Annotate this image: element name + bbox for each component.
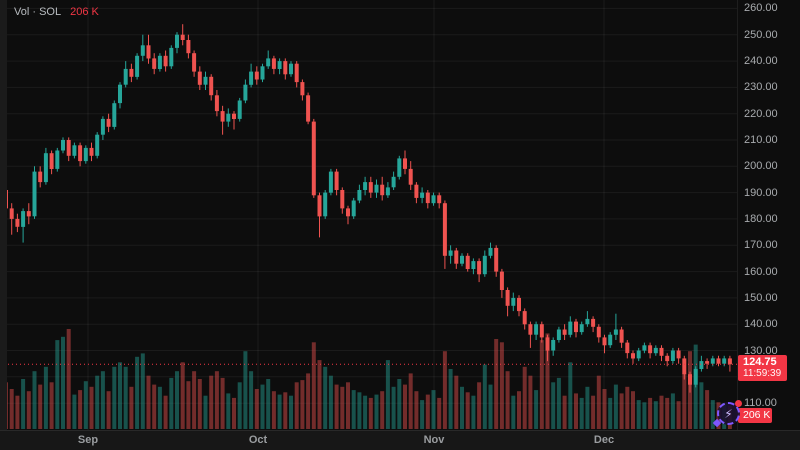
last-volume-badge: 206 K bbox=[738, 408, 772, 423]
price-tick-label: 190.00 bbox=[744, 186, 778, 199]
lightning-bolt-glyph: ⚡ bbox=[724, 406, 733, 421]
price-tick-label: 110.00 bbox=[744, 397, 777, 410]
price-tick-label: 150.00 bbox=[744, 291, 778, 304]
price-tick-label: 170.00 bbox=[744, 239, 778, 252]
price-tick-label: 140.00 bbox=[744, 318, 778, 331]
candlestick-chart-pane[interactable] bbox=[0, 0, 737, 430]
time-tick-label: Oct bbox=[248, 434, 268, 446]
price-tick-label: 230.00 bbox=[744, 81, 778, 94]
price-tick-label: 180.00 bbox=[744, 212, 778, 225]
volume-indicator-legend[interactable]: Vol · SOL 206 K bbox=[14, 6, 99, 18]
price-tick-label: 250.00 bbox=[744, 28, 778, 41]
notification-dot bbox=[735, 400, 742, 407]
boost-dashed-ring bbox=[717, 402, 740, 425]
last-price-value: 124.75 bbox=[743, 356, 777, 369]
candlestick-chart-canvas[interactable] bbox=[0, 0, 737, 430]
price-tick-label: 210.00 bbox=[744, 134, 778, 146]
price-tick-label: 200.00 bbox=[744, 160, 778, 173]
price-tick-label: 130.00 bbox=[744, 344, 778, 357]
time-tick-label: Nov bbox=[423, 434, 445, 446]
indicator-title: Vol · SOL bbox=[14, 6, 62, 18]
time-tick-label: Sep bbox=[77, 434, 99, 446]
price-tick-label: 260.00 bbox=[744, 2, 778, 15]
lightning-boost-icon[interactable]: ⚡ bbox=[712, 400, 742, 428]
price-tick-label: 240.00 bbox=[744, 55, 778, 68]
candle-countdown-timer: 11:59:39 bbox=[743, 368, 782, 380]
time-axis[interactable]: Sep Oct Nov Dec bbox=[0, 430, 800, 450]
time-tick-label: Dec bbox=[593, 434, 615, 446]
left-toolbar-edge bbox=[0, 0, 7, 450]
indicator-volume-value: 206 K bbox=[70, 6, 99, 18]
price-tick-label: 220.00 bbox=[744, 107, 778, 120]
last-price-badge: 124.75 11:59:39 bbox=[738, 355, 787, 382]
price-tick-label: 160.00 bbox=[744, 265, 778, 278]
